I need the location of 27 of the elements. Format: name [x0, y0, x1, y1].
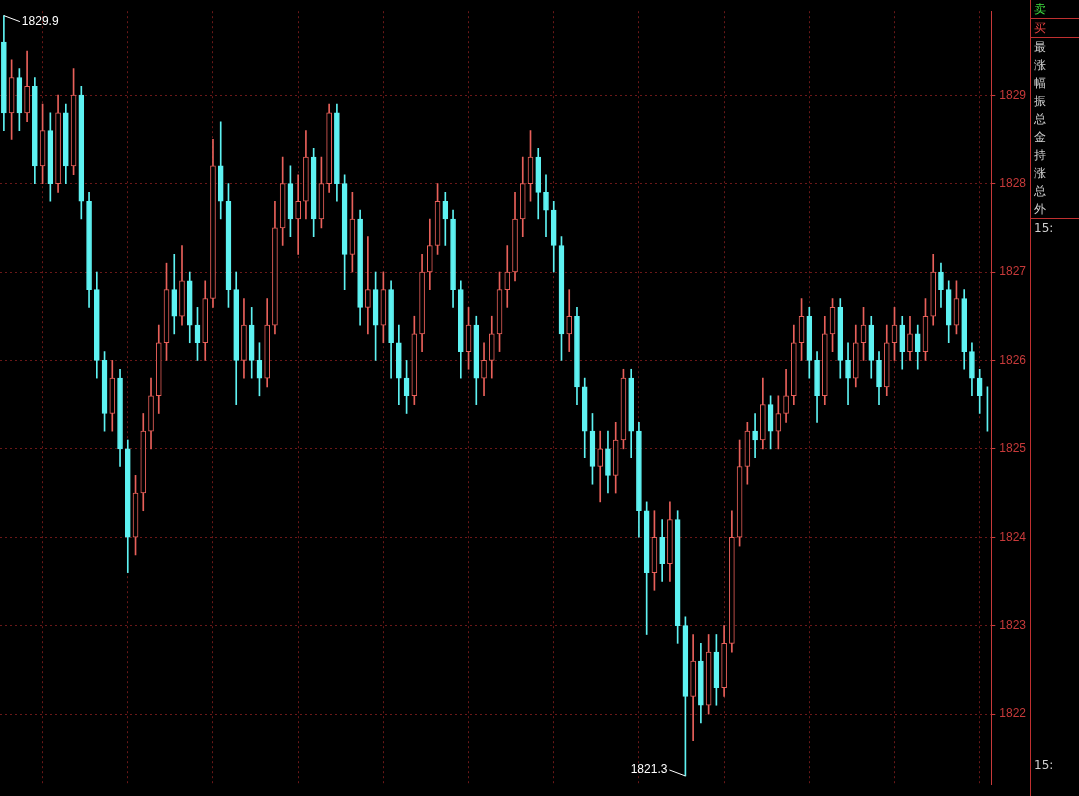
y-tick-label: 1826: [999, 352, 1027, 367]
candlestick: [752, 413, 758, 459]
annotation: 1829.9: [21, 13, 59, 28]
annotation: 1821.3: [630, 762, 668, 777]
text: 卖: [1031, 0, 1079, 19]
y-tick-label: 1828: [999, 175, 1027, 190]
text: 总: [1033, 111, 1047, 128]
y-tick-label: 1824: [999, 529, 1027, 544]
text: 振: [1033, 93, 1047, 110]
text: 15:: [1033, 220, 1055, 237]
y-tick-label: 1823: [999, 617, 1027, 632]
text: 15:: [1033, 757, 1054, 774]
candlestick: [365, 236, 371, 335]
y-tick-label: 1825: [999, 441, 1027, 456]
y-tick-label: 1829: [999, 87, 1027, 102]
text: 外: [1031, 200, 1079, 219]
text: 持: [1033, 147, 1047, 164]
y-tick-label: 1822: [999, 706, 1027, 721]
text: 金: [1033, 129, 1047, 146]
text: 最: [1033, 39, 1047, 56]
text: 买: [1031, 19, 1079, 38]
text: 幅: [1033, 75, 1047, 92]
text: 总: [1033, 183, 1047, 200]
text: 涨: [1033, 57, 1047, 74]
y-tick-label: 1827: [999, 264, 1027, 279]
candlestick: [295, 174, 301, 255]
text: 涨: [1033, 165, 1047, 182]
